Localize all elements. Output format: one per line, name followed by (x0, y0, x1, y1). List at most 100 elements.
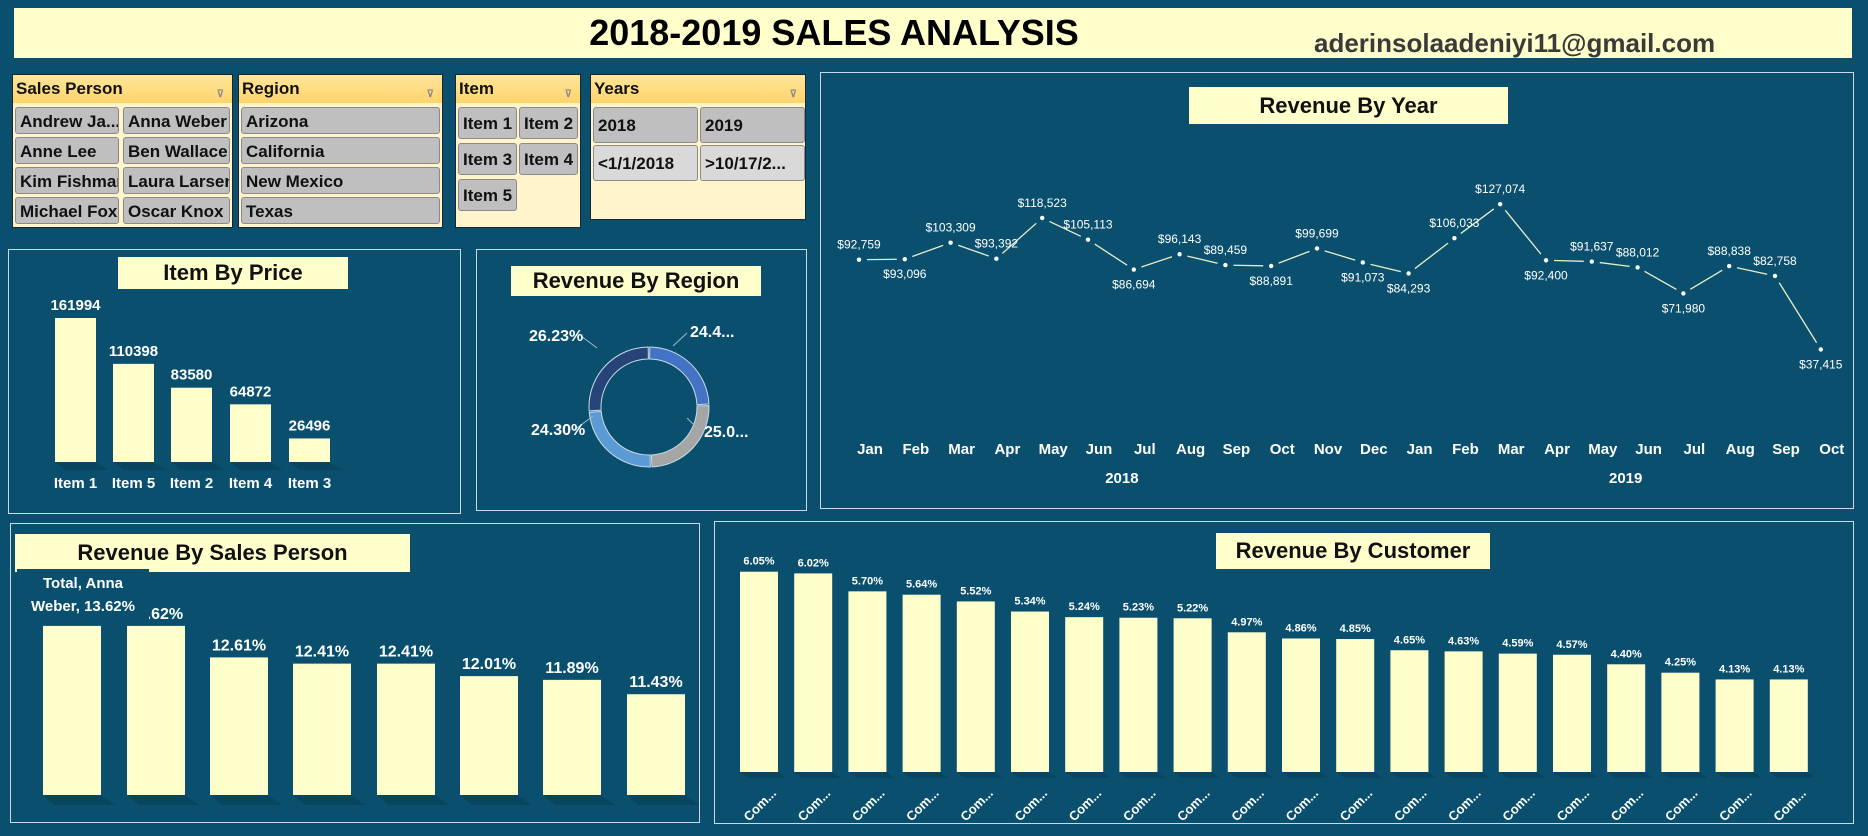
x-tick-label: Mar (1498, 441, 1525, 458)
category-label: Com... (1391, 785, 1430, 824)
category-label: Com... (1499, 785, 1538, 824)
series-line-segment (1187, 255, 1218, 264)
slicer-item-anne-lee[interactable]: Anne Lee (15, 137, 119, 164)
slicer-item: Item ⊽ Item 1 Item 2 Item 3 Item 4 Item … (455, 74, 581, 228)
data-label: 26496 (289, 417, 331, 434)
slicer-year-before-2018[interactable]: <1/1/2018 (593, 145, 698, 181)
series-line-segment (912, 244, 944, 258)
category-label: Com... (1608, 785, 1647, 824)
x-tick-label: Jul (1684, 441, 1706, 458)
category-label: Com... (903, 785, 942, 824)
category-label: Item 3 (288, 475, 331, 492)
data-label: $84,293 (1387, 281, 1431, 295)
bar-shadow (740, 772, 786, 778)
bar-customer (1498, 653, 1537, 772)
data-label: 5.22% (1177, 602, 1208, 614)
data-label: $92,759 (837, 238, 881, 252)
slicer-item-header: Item ⊽ (456, 75, 580, 103)
slicer-item-title: Item (459, 79, 494, 98)
filter-clear-icon[interactable]: ⊽ (564, 89, 572, 100)
data-label: 6.02% (798, 557, 829, 569)
slicer-item-laura-larsen[interactable]: Laura Larsen (123, 167, 230, 194)
data-label: $82,758 (1753, 254, 1797, 268)
data-label: 12.41% (295, 644, 349, 661)
category-label: Com... (1445, 785, 1484, 824)
leader-line (686, 417, 700, 431)
revenue-by-sales-person-chart: 13.62%12.61% 12.41% 12.41%12.01% 11.89%11.4… (17, 569, 699, 805)
bar-shadow (1498, 772, 1545, 778)
x-tick-label: Apr (1544, 441, 1570, 458)
x-tick-label: Sep (1223, 441, 1251, 458)
data-label: $99,699 (1295, 226, 1339, 240)
revenue-by-sales-person-title: Revenue By Sales Person (15, 534, 410, 572)
slicer-item-andrew[interactable]: Andrew Ja... (15, 107, 119, 134)
data-label: 4.85% (1340, 623, 1371, 635)
bar-shadow (902, 772, 949, 778)
category-label: Com... (1716, 785, 1755, 824)
data-label: $88,891 (1250, 274, 1294, 288)
year-group-label: 2018 (1105, 470, 1138, 487)
slicer-item-new-mexico[interactable]: New Mexico (241, 167, 440, 194)
bar-customer (1119, 617, 1158, 772)
slicer-item-ben-wallace[interactable]: Ben Wallace (123, 137, 230, 164)
data-label: 110398 (109, 343, 158, 360)
header-banner: 2018-2019 SALES ANALYSIS aderinsolaadeni… (14, 8, 1852, 58)
tooltip-label: Total, Anna Weber, 13.62% (17, 569, 149, 621)
slicer-year-after-date[interactable]: >10/17/2... (700, 145, 805, 181)
slicer-item-michael-fox[interactable]: Michael Fox (15, 197, 119, 224)
x-tick-label: Jun (1086, 441, 1113, 458)
filter-clear-icon[interactable]: ⊽ (789, 89, 797, 100)
slicer-item-california[interactable]: California (241, 137, 440, 164)
data-point (1772, 273, 1778, 279)
data-label: 12.61% (212, 637, 266, 654)
revenue-by-sales-person-panel: Revenue By Sales Person 13.62% 12.61% 12.4… (10, 523, 700, 823)
x-tick-label: Jan (857, 441, 883, 458)
slicer-item-anna-weber[interactable]: Anna Weber (123, 107, 230, 134)
bar-customer (1336, 639, 1375, 772)
slicer-region-header: Region ⊽ (239, 75, 442, 103)
bar-shadow (377, 795, 449, 805)
slicer-item-item4[interactable]: Item 4 (519, 143, 578, 175)
slicer-item-item2[interactable]: Item 2 (519, 107, 578, 139)
series-line-segment (1460, 208, 1495, 234)
bar-shadow (1065, 772, 1112, 778)
slicer-year-2019[interactable]: 2019 (700, 107, 805, 143)
data-point (1498, 201, 1503, 207)
bar-shadow (1282, 772, 1328, 778)
data-label: 4.40% (1611, 648, 1642, 660)
data-label: 11.89% (545, 660, 598, 677)
category-label: Item 5 (112, 475, 155, 492)
series-line-segment (1599, 261, 1630, 268)
category-label: Com... (1066, 785, 1105, 824)
bar-item-3 (289, 438, 330, 462)
slicer-item-arizona[interactable]: Arizona (241, 107, 440, 134)
tooltip-bg (17, 569, 149, 621)
data-label: 4.25% (1665, 657, 1696, 669)
data-label: 4.86% (1285, 622, 1316, 634)
bar-shadow (848, 772, 895, 778)
slicer-year-2018[interactable]: 2018 (593, 107, 698, 143)
slicer-item-item5[interactable]: Item 5 (458, 179, 517, 211)
series-line-segment (1689, 269, 1723, 290)
series-line-segment (957, 244, 990, 257)
bar-shadow (55, 462, 108, 470)
x-tick-label: Dec (1360, 441, 1388, 458)
filter-clear-icon[interactable]: ⊽ (216, 89, 224, 100)
data-point (1177, 252, 1182, 257)
filter-clear-icon[interactable]: ⊽ (426, 89, 434, 100)
slicer-item-oscar-knox[interactable]: Oscar Knox (123, 197, 230, 224)
slicer-item-item1[interactable]: Item 1 (458, 107, 517, 139)
slicer-item-texas[interactable]: Texas (241, 197, 440, 224)
slicer-item-kim-fishman[interactable]: Kim Fishman (15, 167, 119, 194)
category-label: Com... (1553, 785, 1592, 824)
slicer-years-header: Years ⊽ (591, 75, 805, 103)
x-tick-label: Mar (948, 441, 975, 458)
bar-sales-person (127, 625, 185, 795)
data-point (1269, 263, 1274, 269)
data-label: $91,637 (1570, 240, 1614, 254)
bar-customer (1607, 664, 1646, 772)
bar-sales-person (543, 679, 601, 795)
slicer-item-item3[interactable]: Item 3 (458, 143, 517, 175)
slicer-region-title: Region (242, 79, 300, 98)
bar-sales-person (210, 657, 268, 795)
